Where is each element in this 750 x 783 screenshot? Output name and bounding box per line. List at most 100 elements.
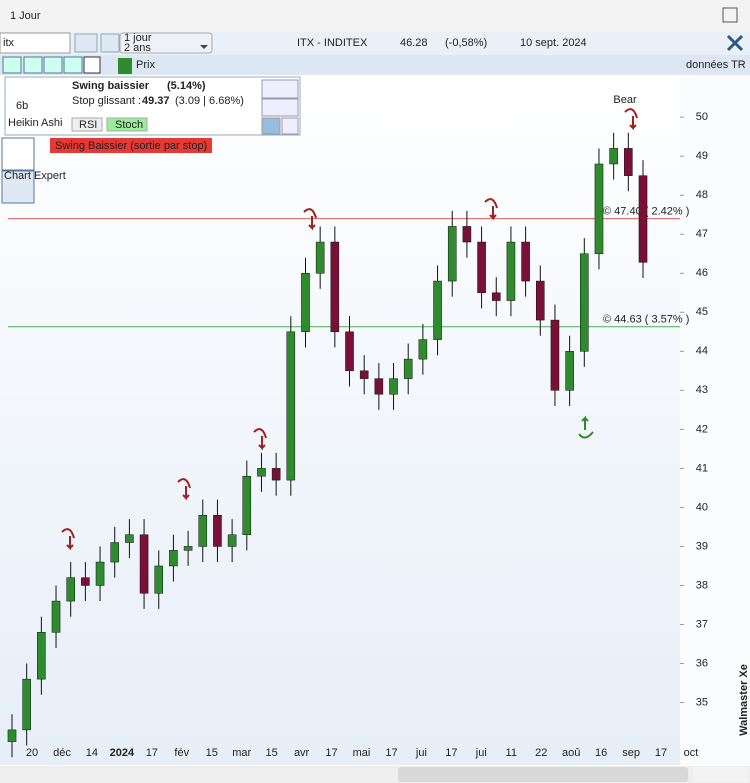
swing-arrow xyxy=(624,108,638,131)
swing-arrow xyxy=(253,428,267,451)
search-input[interactable] xyxy=(0,32,71,54)
candle-body xyxy=(257,468,266,477)
candle-body xyxy=(66,577,75,602)
plot-area xyxy=(0,75,680,765)
x-tick-label: jui xyxy=(475,747,487,759)
move-button[interactable] xyxy=(261,79,299,99)
y-tick-label: 39 xyxy=(696,540,708,552)
alert-box xyxy=(50,138,212,153)
chart-button-2[interactable] xyxy=(281,117,299,135)
x-tick-label: 17 xyxy=(325,747,337,759)
x-tick-label: mar xyxy=(232,747,251,759)
candle-body xyxy=(169,550,178,567)
x-tick-label: 2024 xyxy=(110,747,135,759)
scroll-controls[interactable] xyxy=(693,767,748,782)
x-tick-label: 17 xyxy=(385,747,397,759)
x-tick-label: mai xyxy=(353,747,371,759)
x-tick-label: fév xyxy=(174,747,189,759)
x-tick-label: 16 xyxy=(595,747,607,759)
candle-body xyxy=(301,273,310,333)
candle-body xyxy=(183,546,193,551)
candle-body xyxy=(624,148,633,176)
candle-body xyxy=(95,561,105,586)
rsi-button[interactable] xyxy=(71,117,103,132)
range-text: 2 ans xyxy=(124,42,151,54)
bars-label: 6b xyxy=(16,100,28,112)
y-tick-label: 36 xyxy=(696,657,708,669)
x-tick-label: 14 xyxy=(86,747,98,759)
candle-body xyxy=(213,514,222,547)
candle-body xyxy=(315,241,325,274)
book-button[interactable] xyxy=(74,33,98,53)
icon-window[interactable] xyxy=(83,56,101,74)
period-dropdown[interactable] xyxy=(119,32,213,54)
maximize-button[interactable] xyxy=(722,7,738,23)
candle-body xyxy=(139,534,149,594)
candle-body xyxy=(491,292,501,301)
candle-body xyxy=(330,241,340,333)
date: 10 sept. 2024 xyxy=(520,37,587,49)
candle-body xyxy=(7,729,17,742)
expert-icon-1[interactable] xyxy=(1,137,35,171)
alert-text: Swing Baissier (sortie par stop) xyxy=(55,140,207,152)
swing-arrow xyxy=(578,415,594,439)
candle-body xyxy=(271,468,281,481)
candle-body xyxy=(359,370,369,379)
y-tick-label: 45 xyxy=(696,306,708,318)
candle-body xyxy=(580,253,589,352)
dropdown-arrow xyxy=(200,45,208,49)
icon-tools[interactable] xyxy=(2,56,22,74)
tools-icon[interactable] xyxy=(726,34,744,52)
candle-body xyxy=(521,241,530,282)
x-tick-label: 17 xyxy=(146,747,158,759)
candle-body xyxy=(37,632,46,680)
x-tick-label: 17 xyxy=(445,747,457,759)
swing-arrow xyxy=(303,208,317,231)
swing-arrow xyxy=(61,528,75,551)
stop-value: 49.37 xyxy=(142,95,170,107)
x-tick-label: avr xyxy=(294,747,310,759)
x-tick-label: 15 xyxy=(266,747,278,759)
icon-ap[interactable] xyxy=(63,56,83,74)
candle-body xyxy=(594,163,604,254)
scroll-thumb[interactable] xyxy=(398,767,688,782)
x-tick-label: aoû xyxy=(562,747,580,759)
icon-indicators[interactable] xyxy=(23,56,43,74)
candle-body xyxy=(389,378,398,395)
calendar-button[interactable] xyxy=(100,33,120,53)
candle-body xyxy=(286,331,296,481)
icon-compare[interactable] xyxy=(43,56,63,74)
stoch-button[interactable] xyxy=(106,117,148,132)
y-tick-label: 46 xyxy=(696,267,708,279)
level-label: © 44.63 ( 3.57% ) xyxy=(603,314,689,326)
candle-body xyxy=(638,175,648,263)
symbol: ITX - INDITEX xyxy=(297,37,368,49)
data-source: données TR xyxy=(686,59,746,71)
y-tick-label: 43 xyxy=(696,384,708,396)
candle-body xyxy=(550,319,560,391)
price: 46.28 xyxy=(400,37,428,49)
candle-body xyxy=(374,378,384,395)
period-text: 1 jour xyxy=(124,32,152,44)
candle-body xyxy=(447,226,457,282)
candle-body xyxy=(462,226,472,243)
candle-body xyxy=(110,542,120,563)
info-box xyxy=(4,76,301,136)
y-tick-label: 48 xyxy=(696,189,708,201)
hammer-button[interactable] xyxy=(261,98,299,117)
icon-ha[interactable] xyxy=(118,58,132,74)
expert-icon-2[interactable] xyxy=(1,170,35,204)
x-tick-label: oct xyxy=(684,747,699,759)
y-tick-label: 49 xyxy=(696,150,708,162)
signal: Swing baissier xyxy=(72,80,150,92)
rsi-text: RSI xyxy=(79,119,97,131)
subbar xyxy=(0,55,750,75)
signal-pct: (5.14%) xyxy=(167,80,206,92)
chart-button-1[interactable] xyxy=(261,117,281,135)
stop-detail: (3.09 | 6.68%) xyxy=(175,95,244,107)
x-tick-label: 22 xyxy=(535,747,547,759)
prix-label: Prix xyxy=(136,59,155,71)
candle-body xyxy=(125,534,134,543)
candle-body xyxy=(198,514,208,547)
